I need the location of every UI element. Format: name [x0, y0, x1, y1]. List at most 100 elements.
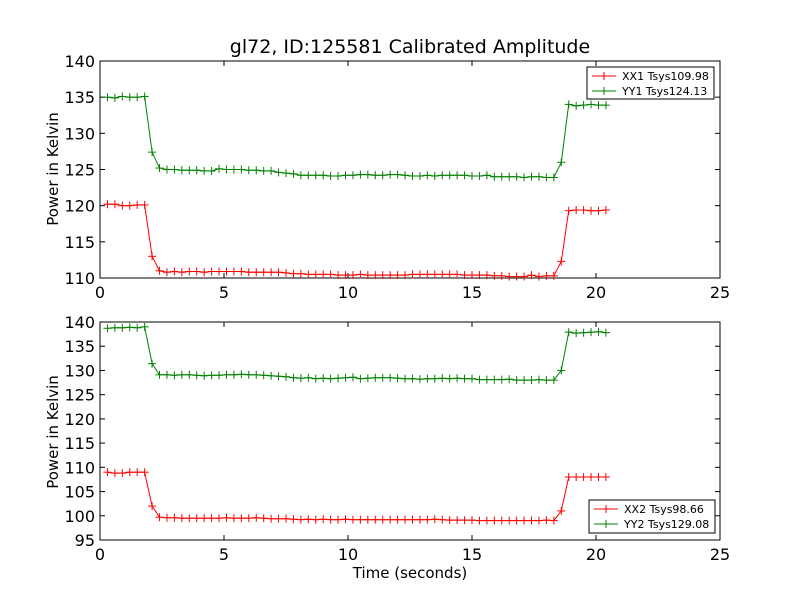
bottom-y-tick-label: 100: [64, 507, 95, 526]
top-data-point-yy1: [542, 173, 551, 182]
top-y-tick-label: 125: [64, 161, 95, 180]
bottom-data-point-yy2: [252, 370, 261, 379]
bottom-data-point-xx2: [534, 516, 543, 525]
top-data-point-xx1: [527, 271, 536, 280]
top-data-point-yy1: [445, 171, 454, 180]
bottom-data-point-yy2: [601, 328, 610, 337]
bottom-data-point-yy2: [185, 370, 194, 379]
top-legend: XX1 Tsys109.98 YY1 Tsys124.13: [586, 66, 715, 100]
top-x-tick-label: 5: [219, 283, 229, 302]
top-data-point-xx1: [155, 266, 164, 275]
top-data-point-yy1: [326, 172, 335, 181]
bottom-data-point-yy2: [222, 370, 231, 379]
top-x-tick-label: 0: [95, 283, 105, 302]
bottom-x-tick-label: 5: [219, 545, 229, 564]
bottom-data-point-xx2: [207, 514, 216, 523]
bottom-data-point-yy2: [468, 374, 476, 383]
top-data-point-yy1: [401, 171, 410, 180]
top-data-point-yy1: [594, 101, 603, 110]
bottom-data-point-yy2: [408, 374, 417, 383]
bottom-x-tick-label: 10: [338, 545, 358, 564]
bottom-data-point-yy2: [534, 375, 543, 384]
bottom-data-point-yy2: [177, 370, 186, 379]
top-data-point-yy1: [356, 170, 365, 179]
bottom-data-point-xx2: [326, 515, 335, 524]
top-data-point-xx1: [445, 270, 454, 279]
top-data-point-yy1: [348, 171, 357, 180]
bottom-data-point-xx2: [408, 515, 417, 524]
bottom-data-point-xx2: [601, 473, 610, 482]
bottom-data-point-yy2: [497, 375, 506, 384]
top-data-point-yy1: [378, 171, 387, 180]
legend-label: YY2 Tsys129.08: [623, 518, 709, 531]
bottom-data-point-xx2: [133, 468, 142, 477]
top-data-point-yy1: [601, 101, 610, 110]
bottom-data-point-xx2: [229, 514, 238, 523]
bottom-data-point-xx2: [311, 515, 320, 524]
bottom-data-point-yy2: [319, 374, 328, 383]
bottom-data-point-yy2: [363, 374, 372, 383]
top-data-point-xx1: [252, 268, 261, 277]
top-data-point-yy1: [527, 172, 536, 181]
bottom-data-point-yy2: [587, 328, 596, 337]
top-data-point-xx1: [148, 252, 157, 261]
top-x-tick-label: 15: [462, 283, 482, 302]
top-data-point-xx1: [356, 270, 365, 279]
bottom-data-point-yy2: [453, 374, 462, 383]
bottom-data-point-xx2: [341, 515, 350, 524]
bottom-data-point-yy2: [386, 373, 395, 382]
top-y-tick-label: 110: [64, 269, 95, 288]
top-data-point-xx1: [341, 271, 350, 280]
bottom-data-point-yy2: [259, 371, 268, 380]
bottom-data-point-yy2: [200, 371, 209, 380]
top-data-point-xx1: [185, 267, 194, 276]
top-data-point-yy1: [549, 173, 558, 182]
legend-box: [586, 66, 715, 100]
bottom-data-point-yy2: [579, 328, 588, 337]
top-data-point-xx1: [482, 271, 491, 280]
bottom-data-point-yy2: [460, 374, 469, 383]
bottom-data-point-yy2: [148, 359, 157, 368]
top-data-point-yy1: [587, 100, 596, 109]
top-y-tick-label: 135: [64, 88, 95, 107]
bottom-data-point-xx2: [170, 513, 179, 522]
bottom-data-point-yy2: [512, 376, 521, 385]
top-data-point-yy1: [252, 166, 261, 175]
bottom-data-point-yy2: [140, 322, 149, 331]
bottom-data-point-yy2: [348, 373, 357, 382]
top-data-point-yy1: [162, 165, 171, 174]
bottom-data-point-yy2: [267, 371, 276, 380]
top-y-tick-label: 130: [64, 124, 95, 143]
top-data-point-yy1: [468, 172, 476, 181]
bottom-data-point-xx2: [319, 515, 328, 524]
top-data-point-xx1: [140, 200, 149, 209]
top-data-point-xx1: [274, 268, 283, 277]
top-data-point-xx1: [282, 268, 290, 277]
top-data-point-xx1: [229, 267, 238, 276]
top-data-point-xx1: [133, 200, 142, 209]
bottom-data-point-xx2: [445, 516, 454, 525]
bottom-data-point-yy2: [423, 374, 432, 383]
x-axis-label: Time (seconds): [352, 564, 468, 582]
bottom-plot-panel: 0 5 10 15 20 25 95 100 105 110 115 120 125 130 135 140 X…: [64, 313, 730, 564]
bottom-data-point-yy2: [356, 374, 365, 383]
bottom-data-point-xx2: [125, 468, 134, 477]
top-data-point-xx1: [534, 272, 543, 281]
top-data-point-xx1: [468, 271, 476, 280]
top-data-point-xx1: [334, 271, 343, 280]
top-data-point-yy1: [110, 93, 119, 102]
top-data-point-yy1: [133, 93, 142, 102]
top-data-point-yy1: [244, 166, 253, 175]
bottom-data-point-xx2: [304, 515, 313, 524]
top-data-point-xx1: [177, 268, 186, 277]
bottom-x-tick-label: 20: [586, 545, 606, 564]
bottom-y-tick-label: 105: [64, 483, 95, 502]
top-data-point-yy1: [520, 173, 529, 182]
legend-box: [588, 499, 716, 534]
top-data-point-yy1: [259, 166, 268, 175]
top-data-point-yy1: [192, 166, 201, 175]
bottom-data-point-xx2: [274, 514, 283, 523]
bottom-data-point-xx2: [460, 516, 469, 525]
top-data-point-yy1: [393, 170, 402, 179]
bottom-data-point-yy2: [490, 375, 499, 384]
